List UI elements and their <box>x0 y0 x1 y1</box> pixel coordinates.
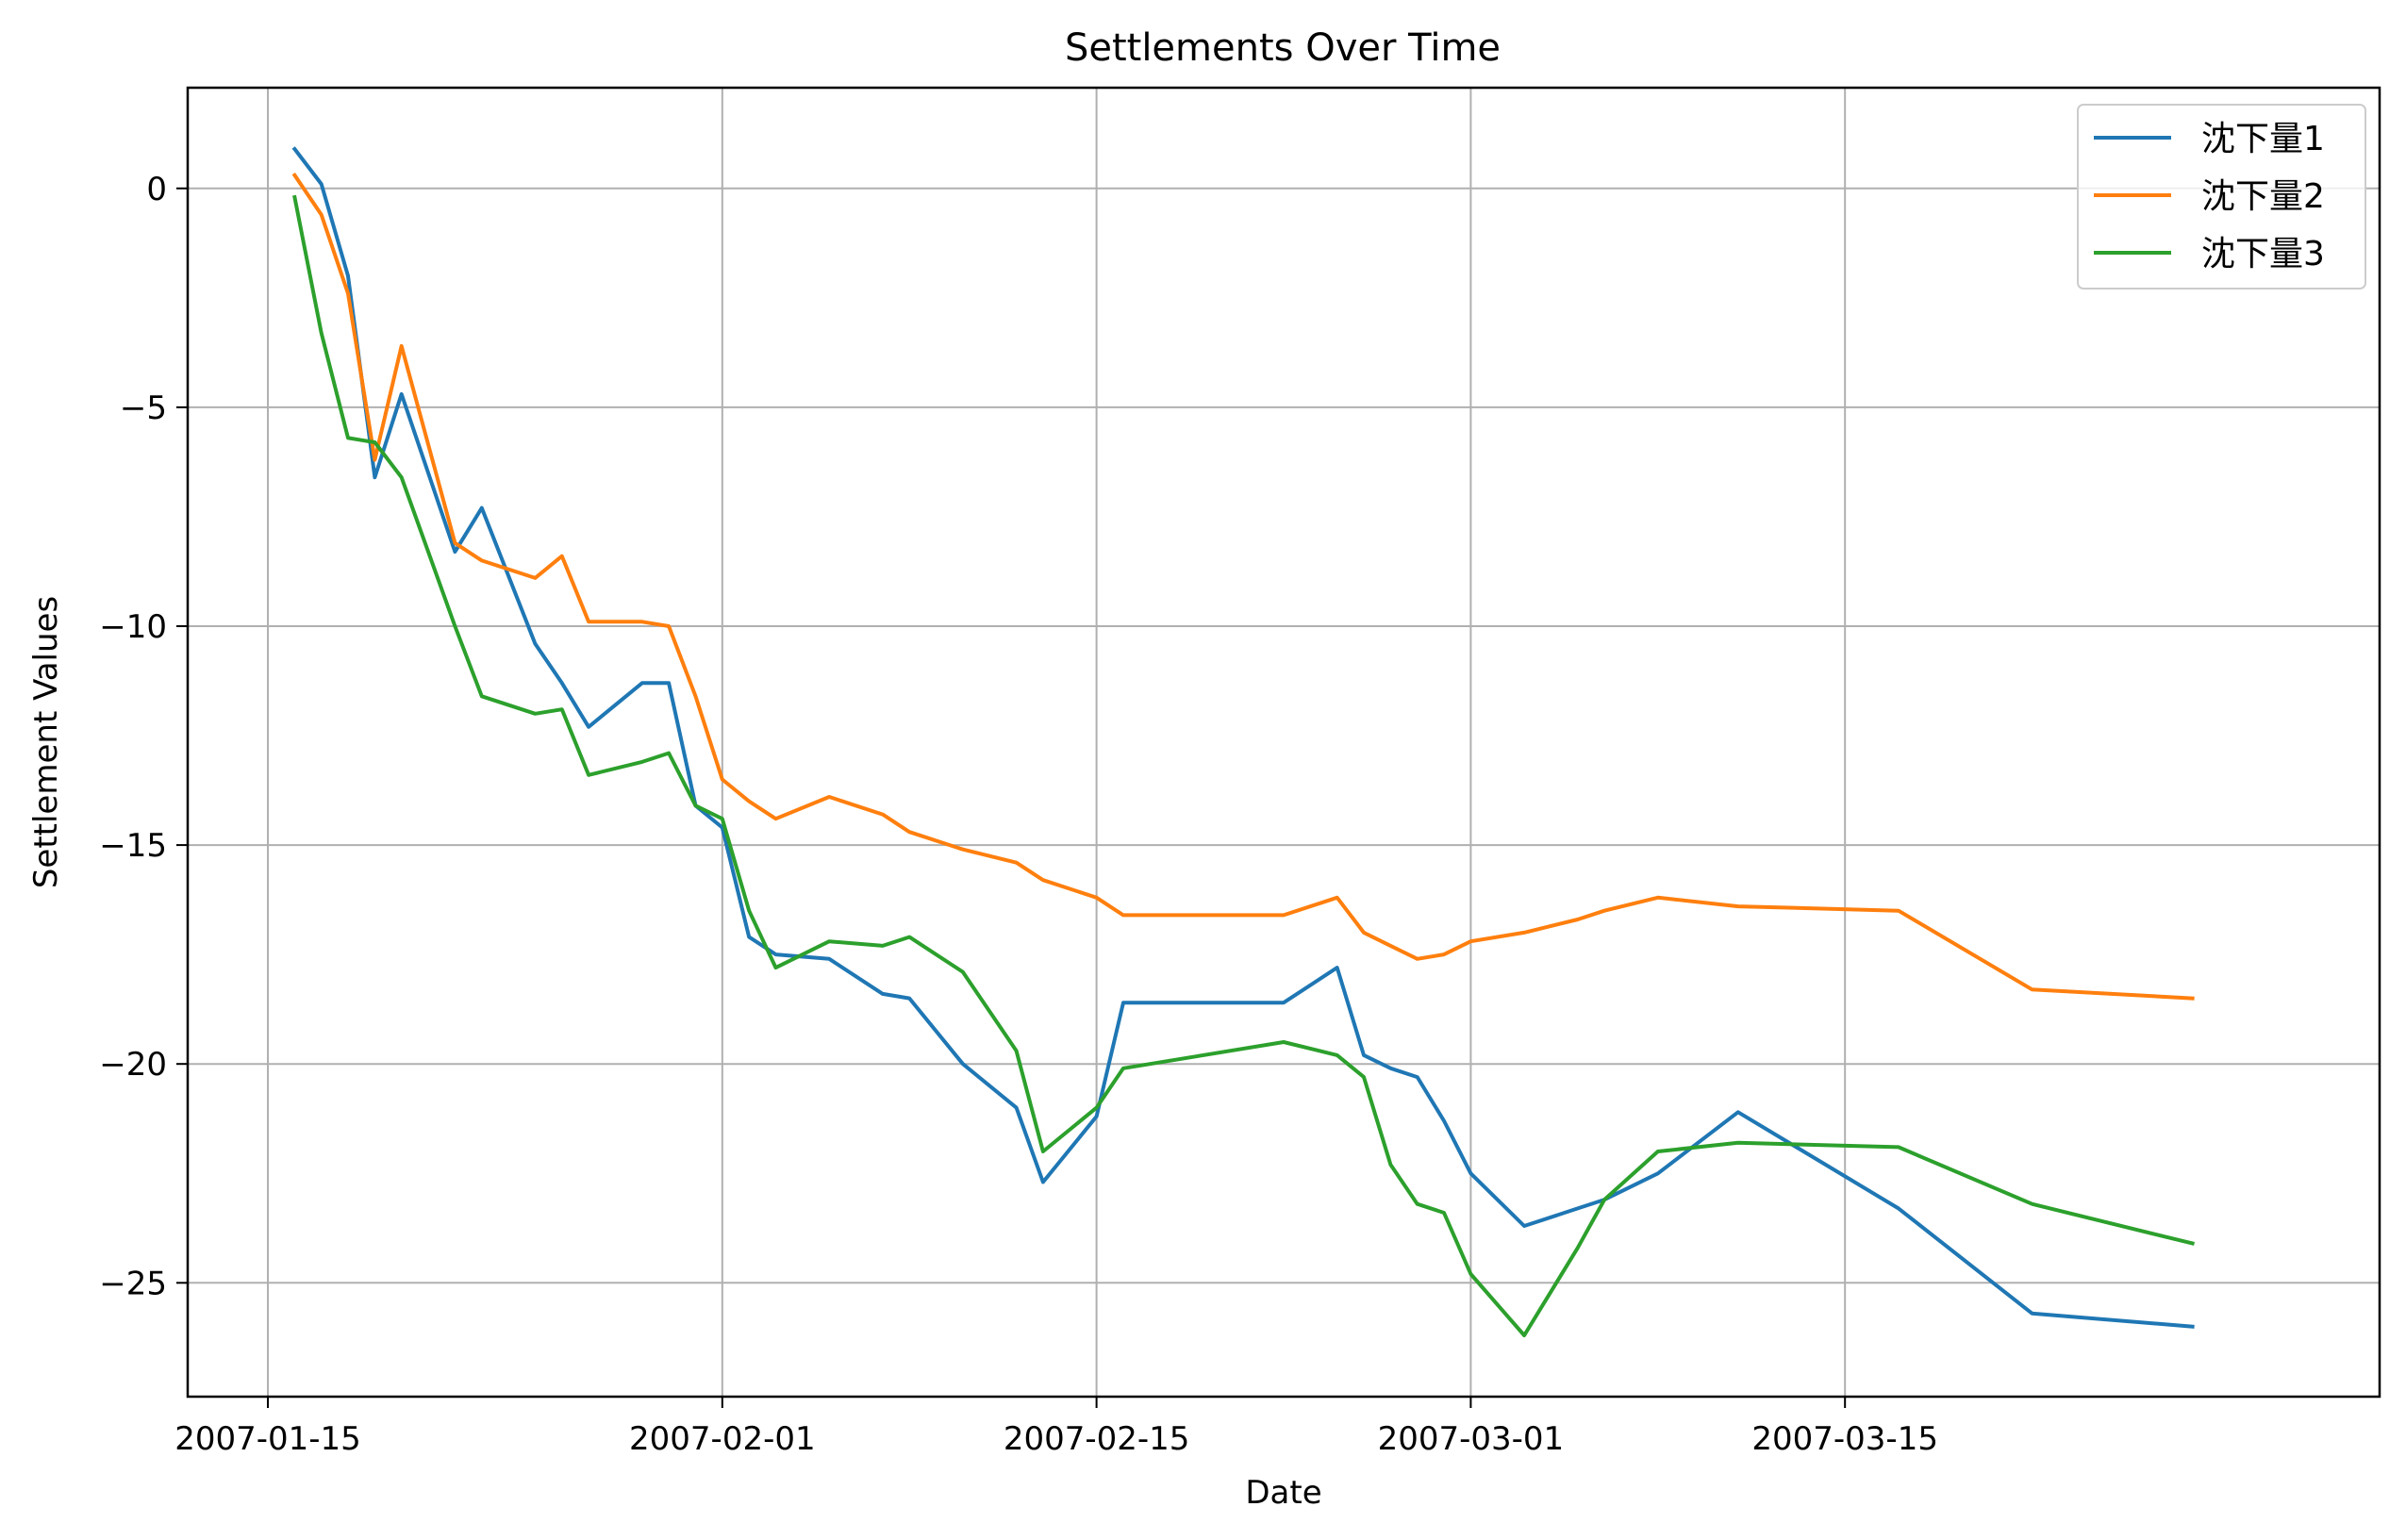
series-line-3 <box>292 194 2196 1337</box>
chart-title: Settlements Over Time <box>1065 26 1501 70</box>
axis-ticks: 2007-01-15 2007-02-01 2007-02-15 2007-03-01… <box>99 171 1938 1458</box>
x-tick-label: 2007-03-15 <box>1751 1420 1938 1458</box>
x-tick-label: 2007-01-15 <box>174 1420 361 1458</box>
plot-frame <box>186 86 2381 1399</box>
y-tick-label: −10 <box>99 608 167 646</box>
legend-label-3: 沈下量3 <box>2201 235 2325 273</box>
y-tick-label: −5 <box>120 389 167 427</box>
legend-label-2: 沈下量2 <box>2201 177 2325 216</box>
x-axis-label: Date <box>1245 1474 1321 1512</box>
series-line-1 <box>291 146 2195 1329</box>
x-tick-label: 2007-03-01 <box>1378 1420 1565 1458</box>
x-tick-label: 2007-02-01 <box>629 1420 816 1458</box>
x-tick-label: 2007-02-15 <box>1004 1420 1190 1458</box>
grid <box>188 88 2380 1397</box>
y-tick-label: −25 <box>99 1265 167 1302</box>
y-tick-label: −20 <box>99 1046 167 1084</box>
y-tick-label: −15 <box>99 827 167 865</box>
y-tick-label: 0 <box>146 171 167 208</box>
series-line-2 <box>291 173 2195 1001</box>
legend-label-1: 沈下量1 <box>2201 120 2325 158</box>
legend-box <box>2077 104 2366 290</box>
legend: 沈下量1 沈下量2 沈下量3 <box>2077 104 2366 290</box>
y-axis-label: Settlement Values <box>27 596 65 888</box>
series-lines <box>291 146 2196 1337</box>
